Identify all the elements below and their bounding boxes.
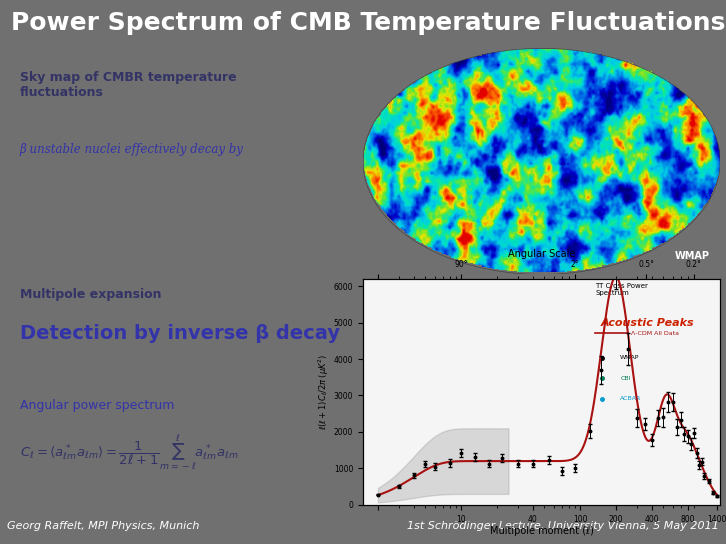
- Text: WMAP: WMAP: [620, 355, 640, 361]
- X-axis label: Angular Scale: Angular Scale: [508, 249, 575, 259]
- Text: Power Spectrum of CMB Temperature Fluctuations: Power Spectrum of CMB Temperature Fluctu…: [11, 11, 725, 35]
- Text: Sky map of CMBR temperature
fluctuations: Sky map of CMBR temperature fluctuations: [20, 71, 237, 99]
- Text: Georg Raffelt, MPI Physics, Munich: Georg Raffelt, MPI Physics, Munich: [7, 521, 200, 530]
- Text: CBI: CBI: [620, 376, 631, 381]
- Text: 1st Schrödinger Lecture, University Vienna, 5 May 2011: 1st Schrödinger Lecture, University Vien…: [407, 521, 719, 530]
- Text: Angular power spectrum: Angular power spectrum: [20, 399, 174, 412]
- Text: WMAP: WMAP: [674, 251, 709, 261]
- Text: ACBAR: ACBAR: [620, 396, 642, 401]
- Y-axis label: $\ell(\ell+1)C_\ell/2\pi\;(\mu K^2)$: $\ell(\ell+1)C_\ell/2\pi\;(\mu K^2)$: [317, 354, 331, 430]
- Text: Λ-CDM All Data: Λ-CDM All Data: [631, 331, 679, 336]
- Text: Detection by inverse β decay: Detection by inverse β decay: [20, 324, 340, 343]
- Text: TT Cross Power
Spectrum: TT Cross Power Spectrum: [595, 283, 648, 296]
- Text: $C_\ell = \langle a^*_{\ell m} a_{\ell m}\rangle = \dfrac{1}{2\ell+1}\sum_{m=-\e: $C_\ell = \langle a^*_{\ell m} a_{\ell m…: [20, 432, 238, 472]
- Text: β unstable nuclei effectively decay by: β unstable nuclei effectively decay by: [20, 144, 244, 156]
- Text: Acoustic Peaks: Acoustic Peaks: [601, 318, 695, 328]
- X-axis label: Multipole moment (ℓ): Multipole moment (ℓ): [489, 527, 594, 536]
- Text: Multipole expansion: Multipole expansion: [20, 288, 161, 301]
